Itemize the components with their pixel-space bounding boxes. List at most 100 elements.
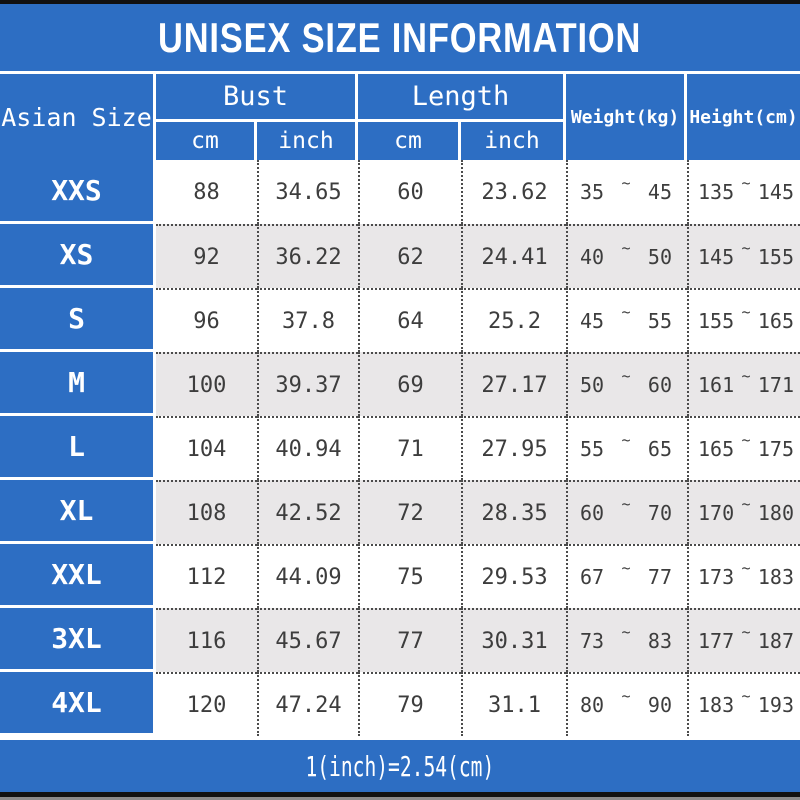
height-range-cell: 165 ~ 175	[687, 416, 800, 480]
bust-cm-cell: 116	[156, 608, 257, 672]
bust-inch-cell: 45.67	[257, 608, 358, 672]
tilde: ~	[741, 495, 751, 513]
height-min: 177	[698, 629, 735, 653]
height-range-cell: 135 ~ 145	[687, 160, 800, 224]
tilde: ~	[741, 559, 751, 577]
tilde: ~	[741, 239, 751, 257]
height-max: 183	[757, 565, 794, 589]
size-label: M	[0, 352, 156, 416]
size-label: L	[0, 416, 156, 480]
size-label: XXS	[0, 160, 156, 224]
tilde: ~	[741, 303, 751, 321]
title-bar: UNISEX SIZE INFORMATION	[0, 4, 800, 71]
weight-range-cell: 40 ~ 50	[566, 224, 687, 288]
height-range-cell: 173 ~ 183	[687, 544, 800, 608]
length-cm-cell: 75	[358, 544, 461, 608]
weight-max: 70	[647, 501, 672, 525]
bust-inch-cell: 34.65	[257, 160, 358, 224]
bust-cm-cell: 120	[156, 672, 257, 736]
weight-max: 90	[647, 693, 672, 717]
height-min: 173	[698, 565, 735, 589]
tilde: ~	[621, 623, 631, 641]
weight-max: 77	[647, 565, 672, 589]
weight-max: 65	[647, 437, 672, 461]
bust-inch-cell: 42.52	[257, 480, 358, 544]
length-inch-cell: 27.95	[461, 416, 566, 480]
weight-min: 67	[580, 565, 605, 589]
tilde: ~	[621, 367, 631, 385]
weight-max: 45	[647, 180, 672, 204]
weight-range-cell: 55 ~ 65	[566, 416, 687, 480]
table-row: 4XL 120 47.24 79 31.1 80 ~ 90 183 ~ 193	[0, 672, 800, 736]
table-row: XXL 112 44.09 75 29.53 67 ~ 77 173 ~ 183	[0, 544, 800, 608]
tilde: ~	[741, 623, 751, 641]
length-inch-cell: 30.31	[461, 608, 566, 672]
length-inch-cell: 24.41	[461, 224, 566, 288]
length-cm-cell: 72	[358, 480, 461, 544]
tilde: ~	[741, 174, 751, 192]
height-range-cell: 177 ~ 187	[687, 608, 800, 672]
table-body: XXS 88 34.65 60 23.62 35 ~ 45 135 ~ 145 …	[0, 160, 800, 736]
top-border	[0, 0, 800, 4]
weight-range-cell: 67 ~ 77	[566, 544, 687, 608]
weight-range-cell: 73 ~ 83	[566, 608, 687, 672]
length-inch-cell: 23.62	[461, 160, 566, 224]
length-cm-cell: 77	[358, 608, 461, 672]
height-range-cell: 183 ~ 193	[687, 672, 800, 736]
bust-cm-cell: 104	[156, 416, 257, 480]
weight-min: 60	[580, 501, 605, 525]
bust-cm-cell: 100	[156, 352, 257, 416]
header-asian-size: Asian Size	[0, 74, 156, 160]
size-label: XXL	[0, 544, 156, 608]
table-row: L 104 40.94 71 27.95 55 ~ 65 165 ~ 175	[0, 416, 800, 480]
height-range-cell: 170 ~ 180	[687, 480, 800, 544]
weight-max: 83	[647, 629, 672, 653]
height-range-cell: 145 ~ 155	[687, 224, 800, 288]
bust-cm-cell: 88	[156, 160, 257, 224]
table-row: XL 108 42.52 72 28.35 60 ~ 70 170 ~ 180	[0, 480, 800, 544]
height-min: 135	[698, 180, 735, 204]
table-row: M 100 39.37 69 27.17 50 ~ 60 161 ~ 171	[0, 352, 800, 416]
size-label: S	[0, 288, 156, 352]
tilde: ~	[621, 174, 631, 192]
height-max: 165	[757, 309, 794, 333]
page-title: UNISEX SIZE INFORMATION	[158, 13, 642, 61]
weight-min: 35	[580, 180, 605, 204]
bust-inch-cell: 37.8	[257, 288, 358, 352]
height-min: 145	[698, 245, 735, 269]
height-range-cell: 155 ~ 165	[687, 288, 800, 352]
weight-range-cell: 60 ~ 70	[566, 480, 687, 544]
header-length: Length	[358, 74, 566, 122]
tilde: ~	[621, 303, 631, 321]
bust-inch-cell: 36.22	[257, 224, 358, 288]
height-min: 161	[698, 373, 735, 397]
weight-max: 50	[647, 245, 672, 269]
bottom-border	[0, 792, 800, 797]
header-bust: Bust	[156, 74, 358, 122]
height-max: 187	[757, 629, 794, 653]
size-label: 3XL	[0, 608, 156, 672]
weight-min: 55	[580, 437, 605, 461]
height-min: 183	[698, 693, 735, 717]
length-cm-cell: 69	[358, 352, 461, 416]
header-length-cm: cm	[358, 122, 461, 160]
bust-inch-cell: 40.94	[257, 416, 358, 480]
table-row: XXS 88 34.65 60 23.62 35 ~ 45 135 ~ 145	[0, 160, 800, 224]
height-max: 175	[757, 437, 794, 461]
header-bust-cm: cm	[156, 122, 257, 160]
height-min: 155	[698, 309, 735, 333]
conversion-note: 1(inch)=2.54(cm)	[305, 749, 495, 783]
header-length-inch: inch	[461, 122, 566, 160]
tilde: ~	[741, 431, 751, 449]
weight-max: 55	[647, 309, 672, 333]
length-inch-cell: 27.17	[461, 352, 566, 416]
height-range-cell: 161 ~ 171	[687, 352, 800, 416]
height-min: 165	[698, 437, 735, 461]
weight-min: 50	[580, 373, 605, 397]
bust-cm-cell: 112	[156, 544, 257, 608]
bust-inch-cell: 47.24	[257, 672, 358, 736]
tilde: ~	[621, 687, 631, 705]
bust-cm-cell: 92	[156, 224, 257, 288]
length-cm-cell: 62	[358, 224, 461, 288]
